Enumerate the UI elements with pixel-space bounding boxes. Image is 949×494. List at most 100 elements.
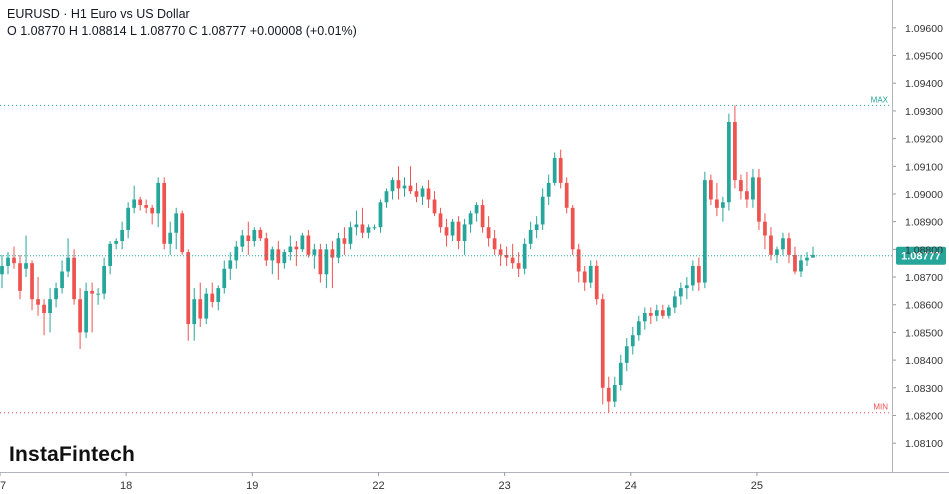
candle-body [390,180,395,192]
candle-body [492,238,497,250]
candle-body [0,265,4,275]
candle-body [534,224,539,230]
candle-body [66,257,70,272]
candle-body [318,249,323,275]
y-tick-label: 1.08500 [905,327,943,339]
candle-body [757,177,761,222]
candle-body [528,229,533,244]
candle-body [42,304,46,314]
y-tick-label: 1.09300 [905,106,943,118]
y-tick-label: 1.08900 [905,217,943,229]
candle-body [703,180,707,283]
candle-body [462,224,467,242]
candle-body [336,238,341,258]
max-label: MAX [871,95,889,104]
candle-body [114,241,119,244]
y-tick-label: 1.08700 [905,272,943,284]
candle-body [342,238,347,244]
candle-body [751,177,755,200]
y-tick-label: 1.08300 [905,383,943,395]
candle-body [564,182,569,208]
x-tick-label: 24 [625,480,637,492]
candle-body [276,249,281,264]
instafintech-logo: InstaFintech [9,443,136,466]
candle-body [745,191,749,200]
current-price-label: 1.08777 [901,251,941,263]
candle-body [84,290,88,333]
candle-body [504,254,509,258]
candle-body [228,260,233,269]
candle-body [600,299,605,388]
candle-body [6,257,10,266]
candle-body [246,235,251,242]
candle-body [378,202,383,228]
candle-body [450,221,455,236]
y-tick-label: 1.09500 [905,51,943,63]
candle-series [0,105,815,413]
candle-body [96,293,100,295]
candle-body [12,257,16,264]
candle-body [24,263,28,269]
candle-body [799,260,803,272]
candle-body [805,257,809,261]
candle-body [30,263,34,300]
candle-body [420,188,425,197]
candle-body [384,191,389,203]
candle-body [654,310,659,316]
candle-body [366,227,371,233]
candle-body [174,213,179,233]
candle-body [787,238,791,255]
candle-body [793,254,797,272]
y-tick-label: 1.09100 [905,161,943,173]
candle-body [78,299,82,333]
candle-body [258,229,263,239]
candle-body [402,185,407,189]
candle-body [162,182,167,244]
candle-body [396,180,401,189]
candle-body [120,229,125,242]
candle-body [150,207,155,214]
candle-body [552,157,557,183]
candle-body [234,246,239,261]
candle-body [426,188,431,200]
candle-body [678,288,683,297]
candle-body [588,265,593,283]
x-tick-label: 23 [498,480,510,492]
candle-body [192,299,197,325]
candle-body [582,271,587,283]
x-tick-label: 19 [246,480,258,492]
candle-body [324,249,329,275]
candle-body [270,249,275,261]
candle-body [168,232,173,244]
y-tick-label: 1.08800 [905,244,943,256]
candle-body [300,235,305,250]
candle-body [498,249,503,255]
candle-body [630,335,635,347]
x-tick-label: 25 [751,480,763,492]
candle-body [727,121,731,203]
candle-body [18,263,22,291]
candle-body [72,257,76,300]
candle-body [372,227,377,229]
candle-body [721,202,725,208]
candle-body [570,207,575,250]
y-tick-label: 1.09600 [905,23,943,35]
candle-body [696,265,701,283]
candle-body [414,191,419,197]
candle-body [210,293,215,302]
chart-title: EURUSD · H1 Euro vs US Dollar [7,7,190,21]
candle-body [618,362,623,386]
x-tick-label: 17 [0,480,6,492]
candle-body [36,299,40,305]
candle-body [222,268,227,289]
x-tick-label: 22 [372,480,384,492]
candle-body [408,185,413,192]
current-price-badge [896,246,946,265]
candle-body [546,182,551,197]
candle-body [312,249,317,255]
candle-body [438,213,443,228]
candle-body [606,387,611,402]
candle-body [648,313,653,316]
y-tick-label: 1.08600 [905,300,943,312]
